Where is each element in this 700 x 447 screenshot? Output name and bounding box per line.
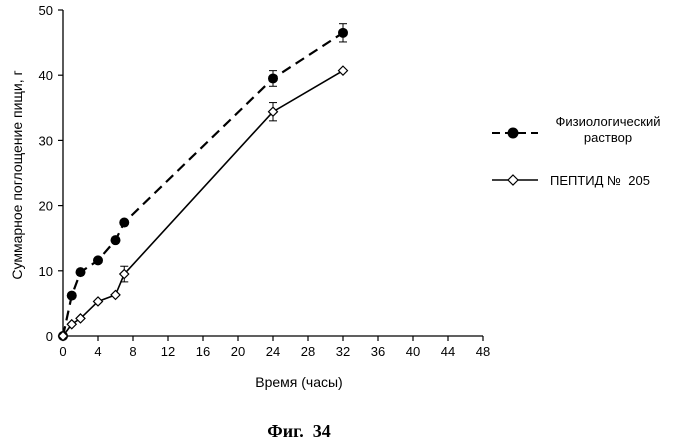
x-tick-label: 16	[196, 344, 210, 359]
x-tick-label: 12	[161, 344, 175, 359]
legend-marker-saline	[508, 128, 519, 139]
x-axis: 04812162024283236404448	[59, 336, 490, 359]
y-tick-label: 50	[39, 3, 53, 18]
plot-area	[58, 24, 348, 341]
legend: Физиологический раствор ПЕПТИД № 205	[492, 114, 661, 188]
figure-caption: Фиг. 34	[267, 421, 330, 441]
x-tick-label: 20	[231, 344, 245, 359]
x-tick-label: 36	[371, 344, 385, 359]
legend-item-peptide: ПЕПТИД № 205	[492, 173, 650, 188]
y-tick-label: 10	[39, 264, 53, 279]
legend-label-saline-line2: раствор	[584, 130, 632, 145]
x-tick-label: 32	[336, 344, 350, 359]
data-point-saline	[119, 218, 129, 228]
data-point-saline	[67, 291, 77, 301]
y-axis: 0 10 20 30 40 50	[39, 3, 63, 344]
legend-label-peptide: ПЕПТИД № 205	[550, 173, 650, 188]
x-tick-label: 24	[266, 344, 280, 359]
data-point-saline	[111, 235, 121, 245]
y-tick-label: 20	[39, 199, 53, 214]
series-saline	[58, 24, 348, 341]
data-point-peptide	[339, 66, 348, 75]
x-tick-label: 48	[476, 344, 490, 359]
x-axis-title: Время (часы)	[255, 374, 342, 390]
y-tick-label: 40	[39, 68, 53, 83]
y-tick-label: 0	[46, 329, 53, 344]
x-tick-label: 8	[129, 344, 136, 359]
series-line-saline	[63, 33, 343, 336]
x-tick-label: 28	[301, 344, 315, 359]
series-line-peptide	[63, 71, 343, 336]
data-point-saline	[93, 255, 103, 265]
data-point-peptide	[111, 290, 120, 299]
series-peptide	[59, 66, 348, 340]
legend-label-saline-line1: Физиологический	[556, 114, 661, 129]
x-tick-label: 44	[441, 344, 455, 359]
chart-canvas: 04812162024283236404448 01020304050 Врем…	[0, 0, 700, 447]
data-point-saline	[76, 267, 86, 277]
data-point-saline	[268, 73, 278, 83]
x-tick-label: 40	[406, 344, 420, 359]
y-axis-title: Суммарное поглощение пищи, г	[9, 70, 25, 279]
y-tick-label: 30	[39, 133, 53, 148]
x-tick-label: 0	[59, 344, 66, 359]
legend-marker-peptide	[508, 175, 518, 185]
x-tick-label: 4	[94, 344, 101, 359]
legend-item-saline: Физиологический раствор	[492, 114, 661, 145]
data-point-saline	[338, 28, 348, 38]
